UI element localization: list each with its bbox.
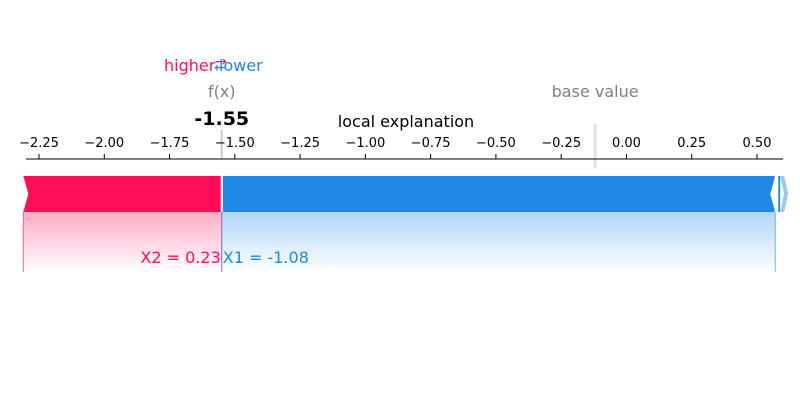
reference-lines <box>220 124 597 168</box>
x-tick-label: −1.25 <box>280 136 320 151</box>
force-bar-1 <box>23 176 222 212</box>
x-tick-label: −0.75 <box>411 136 451 151</box>
force-bar-overflow <box>778 176 781 212</box>
x-axis: −2.25 −2.00 −1.75 −1.50 −1.25 −1.00 −0.75 −0.50… <box>19 136 784 160</box>
feature-label-1: X2 = 0.23 <box>140 248 220 267</box>
x-tick-label: 0.00 <box>612 136 641 151</box>
feature-labels: X2 = 0.23 X1 = -1.08 <box>140 248 308 267</box>
x-tick-label: −2.00 <box>84 136 124 151</box>
chart-title: local explanation <box>338 112 474 131</box>
x-tick-label: −0.50 <box>476 136 516 151</box>
x-tick-label: 0.50 <box>743 136 772 151</box>
feature-shades <box>22 212 776 272</box>
x-tick-label: −2.25 <box>19 136 59 151</box>
x-tick-label: −1.50 <box>215 136 255 151</box>
force-bar-2 <box>221 176 776 212</box>
x-tick-label: −1.00 <box>345 136 385 151</box>
feature-label-2: X1 = -1.08 <box>223 248 309 267</box>
feature-shade-1 <box>23 212 222 272</box>
base-value-label: base value <box>552 82 639 101</box>
x-tick-label: −0.25 <box>541 136 581 151</box>
force-bars <box>23 176 789 212</box>
legend-arrow-left-icon: ← <box>214 60 226 76</box>
output-value: -1.55 <box>194 108 249 130</box>
force-bar-clip-chevron <box>780 176 789 212</box>
legend-higher-label: higher <box>164 56 216 75</box>
x-tick-label: −1.75 <box>150 136 190 151</box>
legend-arrow-right-icon: → <box>215 54 227 70</box>
output-label: f(x) <box>208 82 236 101</box>
x-tick-label: 0.25 <box>677 136 706 151</box>
legend-lower-label: lower <box>219 56 263 75</box>
feature-shade-2 <box>221 212 776 272</box>
